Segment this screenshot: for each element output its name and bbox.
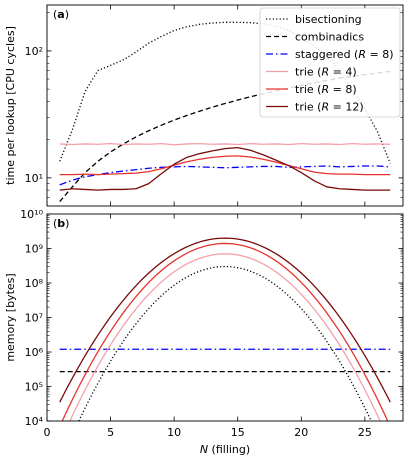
series-line-trie-r-12 xyxy=(59,237,391,403)
x-tick-label: 10 xyxy=(167,426,181,439)
legend-label: trie (R = 8) xyxy=(295,83,357,96)
series-line-bisectioning xyxy=(78,265,372,421)
y-tick-label: 10⁷ xyxy=(25,312,43,325)
y-tick-label: 10⁵ xyxy=(25,381,43,394)
y-tick-label: 10⁴ xyxy=(25,415,44,428)
y-tick-label: 10¹ xyxy=(25,172,43,185)
y-tick-label: 10⁹ xyxy=(25,243,43,256)
y-axis-label: memory [bytes] xyxy=(4,273,17,361)
series-group xyxy=(59,237,391,421)
series-line-trie-r-8 xyxy=(59,155,391,176)
legend-label: staggered (R = 8) xyxy=(295,48,394,61)
panel-label: (b) xyxy=(53,217,69,230)
plot-frame xyxy=(46,213,404,422)
x-tick-label: 20 xyxy=(294,426,308,439)
panel-b: 10⁴ 10⁵ 10⁶ 10⁷ 10⁸ 10⁹ 10¹⁰ 0 5 10 15 20 25 (b) memor… xyxy=(4,208,404,439)
legend-label: trie (R = 4) xyxy=(295,66,357,79)
x-tick-label: 0 xyxy=(44,426,51,439)
legend-label: bisectioning xyxy=(295,13,362,26)
series-line-trie-r-4 xyxy=(59,142,391,146)
legend-frame xyxy=(259,7,401,118)
y-tick-label: 10² xyxy=(25,45,43,58)
y-tick-label: 10⁸ xyxy=(25,277,44,290)
x-tick-label: 25 xyxy=(358,426,372,439)
series-line-staggered-r-8 xyxy=(59,165,391,186)
legend: bisectioning combinadics staggered (R = 8)… xyxy=(259,7,401,118)
panel-a: 10¹ 10² (a) time per lookup [CPU cycles] bis… xyxy=(4,4,404,207)
y-tick-label: 10¹⁰ xyxy=(20,208,43,221)
plot-frame xyxy=(46,4,404,207)
series-line-combinadics xyxy=(59,70,391,203)
legend-label: combinadics xyxy=(295,31,364,44)
x-tick-label: 5 xyxy=(107,426,114,439)
y-axis-label: time per lookup [CPU cycles] xyxy=(4,26,17,185)
series-line-trie-r-12 xyxy=(59,146,391,191)
series-line-trie-r-8 xyxy=(61,242,389,421)
series-line-trie-r-4 xyxy=(69,253,381,421)
x-tick-label: 15 xyxy=(231,426,245,439)
legend-label: trie (R = 12) xyxy=(295,101,364,114)
panel-label: (a) xyxy=(53,8,69,21)
x-axis-label: N (filling) xyxy=(200,443,250,456)
y-tick-label: 10⁶ xyxy=(25,346,44,359)
